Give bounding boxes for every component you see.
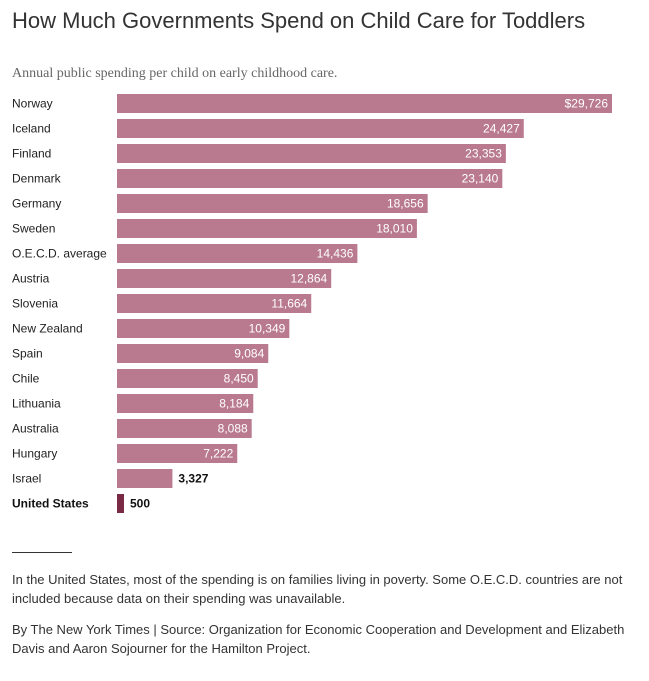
category-label-united-states: United States: [12, 497, 89, 511]
category-label-norway: Norway: [12, 97, 53, 111]
value-label-united-states: 500: [130, 497, 150, 511]
bar-germany: [117, 194, 428, 213]
value-label-slovenia: 11,664: [271, 297, 307, 311]
bar-iceland: [117, 119, 524, 138]
chart-subtitle: Annual public spending per child on earl…: [12, 66, 338, 81]
bar-o-e-c-d-average: [117, 244, 358, 263]
bar-austria: [117, 269, 332, 288]
category-label-finland: Finland: [12, 147, 51, 161]
bar-slovenia: [117, 294, 312, 313]
value-label-denmark: 23,140: [462, 172, 499, 186]
value-label-lithuania: 8,184: [219, 397, 249, 411]
category-label-spain: Spain: [12, 347, 43, 361]
bar-hungary: [117, 444, 238, 463]
bar-spain: [117, 344, 269, 363]
bar-chile: [117, 369, 258, 388]
source-credit: By The New York Times | Source: Organiza…: [12, 622, 625, 656]
bar-united-states: [117, 494, 124, 513]
category-label-o-e-c-d-average: O.E.C.D. average: [12, 247, 107, 261]
category-label-denmark: Denmark: [12, 172, 62, 186]
value-label-o-e-c-d-average: 14,436: [317, 247, 354, 261]
chart-title: How Much Governments Spend on Child Care…: [12, 8, 586, 33]
category-label-lithuania: Lithuania: [12, 397, 61, 411]
value-label-norway: $29,726: [565, 97, 609, 111]
value-label-sweden: 18,010: [376, 222, 413, 236]
category-label-israel: Israel: [12, 472, 41, 486]
value-label-iceland: 24,427: [483, 122, 520, 136]
bar-israel: [117, 469, 173, 488]
bar-sweden: [117, 219, 417, 238]
category-label-austria: Austria: [12, 272, 50, 286]
value-label-spain: 9,084: [234, 347, 264, 361]
bar-lithuania: [117, 394, 254, 413]
category-label-sweden: Sweden: [12, 222, 55, 236]
category-label-iceland: Iceland: [12, 122, 51, 136]
value-label-finland: 23,353: [465, 147, 502, 161]
value-label-israel: 3,327: [178, 472, 208, 486]
footer-divider: [12, 552, 72, 553]
bar-finland: [117, 144, 506, 163]
value-label-new-zealand: 10,349: [249, 322, 286, 336]
category-label-new-zealand: New Zealand: [12, 322, 83, 336]
bar-new-zealand: [117, 319, 290, 338]
bar-denmark: [117, 169, 503, 188]
bar-australia: [117, 419, 252, 438]
value-label-germany: 18,656: [387, 197, 424, 211]
value-label-austria: 12,864: [291, 272, 328, 286]
value-label-australia: 8,088: [218, 422, 248, 436]
category-label-chile: Chile: [12, 372, 40, 386]
category-label-germany: Germany: [12, 197, 61, 211]
bar-norway: [117, 94, 612, 113]
category-label-australia: Australia: [12, 422, 59, 436]
value-label-chile: 8,450: [224, 372, 254, 386]
category-label-slovenia: Slovenia: [12, 297, 58, 311]
bar-chart: Norway $29,726 Iceland 24,427 Finland 23,353 D…: [12, 94, 612, 513]
value-label-hungary: 7,222: [203, 447, 233, 461]
category-label-hungary: Hungary: [12, 447, 57, 461]
chart-note: In the United States, most of the spendi…: [12, 572, 623, 606]
